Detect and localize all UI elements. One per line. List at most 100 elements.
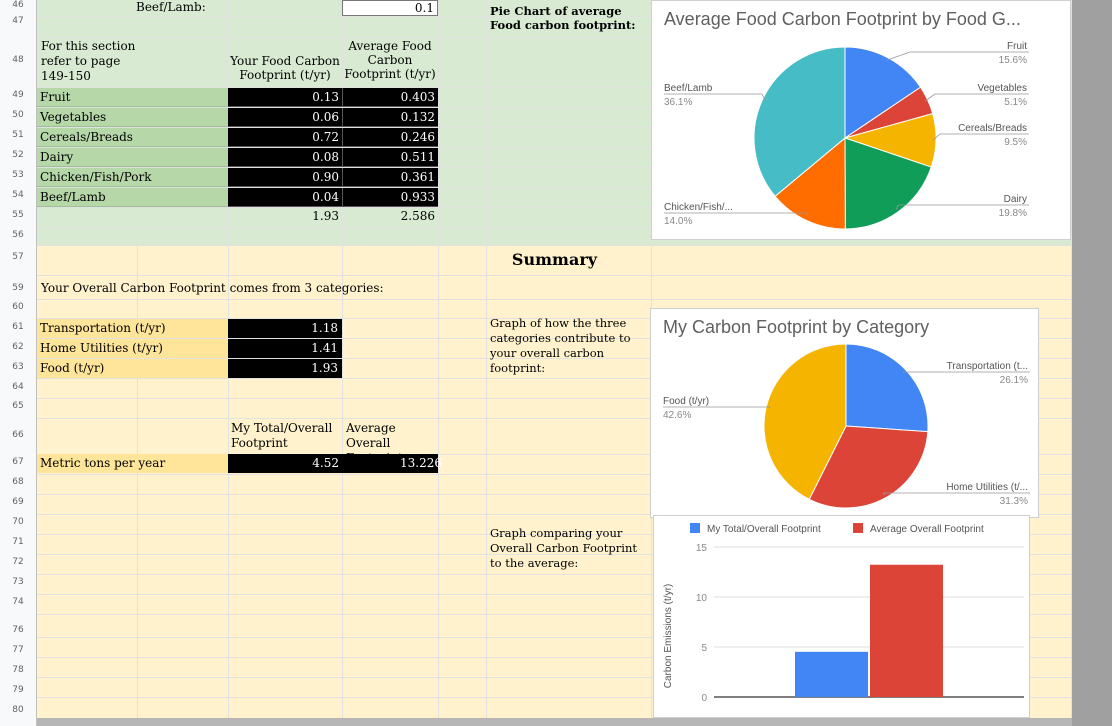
row-number[interactable]: 66 [12,430,24,440]
grid-row-line [0,127,1072,128]
row-number[interactable]: 49 [12,90,24,100]
grid-row-line [0,574,1072,575]
category-label: Home Utilities (t/yr) [37,339,228,358]
pie-slice[interactable] [774,136,846,230]
grid-row-line [0,227,1072,228]
chart-title: My Carbon Footprint by Category [663,317,930,337]
row-number[interactable]: 63 [12,362,24,372]
grid-row-line [0,418,1072,419]
pie-slice[interactable] [844,46,922,139]
bar[interactable] [870,564,943,697]
graph-note-categories: Graph of how the three categories contri… [490,316,631,375]
grid-row-line [0,677,1072,678]
pie-slice[interactable] [753,46,846,197]
row-number[interactable]: 77 [12,645,24,655]
food-row-your-value[interactable]: 0.04 [228,188,342,207]
grid-row-line [0,147,1072,148]
comparison-bar-chart[interactable]: 0 5 10 15 Carbon Emissions (t/yr) My Total/Ov… [653,515,1030,718]
pie-slice-label: Home Utilities (t/... [946,482,1028,493]
bar[interactable] [795,651,868,697]
y-axis-label: Carbon Emissions (t/yr) [663,584,674,688]
food-row-avg-value: 0.132 [342,108,438,127]
grid-row-line [0,657,1072,658]
row-number[interactable]: 65 [12,401,24,411]
row-number[interactable]: 47 [12,16,24,26]
row-number[interactable]: 79 [12,685,24,695]
grid-column-line [486,0,487,726]
vertical-scrollbar[interactable] [1072,0,1112,726]
row-number[interactable]: 80 [12,705,24,715]
food-row-your-value[interactable]: 0.90 [228,168,342,187]
row-number[interactable]: 68 [12,477,24,487]
total-avg-food: 2.586 [400,209,435,223]
row-number[interactable]: 54 [12,190,24,200]
food-row-label: Beef/Lamb [37,188,228,207]
category-pie-chart[interactable]: My Carbon Footprint by Category Transpor… [650,308,1039,518]
category-value[interactable]: 1.18 [228,319,342,338]
row-number[interactable]: 76 [12,625,24,635]
pie-slice[interactable] [808,425,929,509]
row-number[interactable]: 64 [12,382,24,392]
grid-row-line [0,87,1072,88]
category-value[interactable]: 1.93 [228,359,342,378]
bar-svg: 0 5 10 15 Carbon Emissions (t/yr) My Total/Ov… [663,523,1024,704]
pie-svg: Transportation (t... 26.1% Home Utilities … [663,343,1030,509]
row-number[interactable]: 78 [12,665,24,675]
row-number[interactable]: 59 [12,283,24,293]
pie-chart-note: Pie Chart of average Food carbon footpri… [490,4,636,32]
food-row-your-value[interactable]: 0.06 [228,108,342,127]
grid-row-line [0,637,1072,638]
row-number[interactable]: 48 [12,55,24,65]
row-number[interactable]: 50 [12,110,24,120]
grid-row-line [0,16,1072,17]
row-number[interactable]: 57 [12,252,24,262]
row-number[interactable]: 51 [12,130,24,140]
row-number[interactable]: 60 [12,302,24,312]
food-row-your-value[interactable]: 0.13 [228,88,342,107]
grid-row-line [0,494,1072,495]
horizontal-scrollbar[interactable] [37,718,1072,726]
row-number[interactable]: 67 [12,457,24,467]
col-my-total-header: My Total/Overall Footprint [231,421,333,450]
pie-leader-line [924,93,936,102]
legend-label: My Total/Overall Footprint [707,524,821,535]
col-your-food-header: Your Food Carbon Footprint (t/yr) [230,54,340,82]
col-avg-food-header: Average Food Carbon Footprint (t/yr) [344,39,436,81]
pie-svg: Fruit 15.6% Vegetables 5.1% Cereals/Breads 9.… [664,41,1029,230]
row-number[interactable]: 55 [12,210,24,220]
average-food-pie-chart[interactable]: Average Food Carbon Footprint by Food G.… [651,0,1071,240]
grid-column-line [342,0,343,726]
row-number[interactable]: 71 [12,537,24,547]
row-number[interactable]: 70 [12,517,24,527]
pie-slice-percent: 26.1% [1000,375,1028,386]
food-row-avg-value: 0.246 [342,128,438,147]
row-number[interactable]: 74 [12,597,24,607]
category-value[interactable]: 1.41 [228,339,342,358]
beef-lamb-input[interactable]: 0.1 [342,0,438,16]
row-number[interactable]: 62 [12,342,24,352]
row-number[interactable]: 69 [12,497,24,507]
grid-row-line [0,554,1072,555]
y-tick-label: 15 [696,543,708,554]
grid-row-line [0,378,1072,379]
food-row-your-value[interactable]: 0.72 [228,128,342,147]
grid-row-line [0,245,1072,246]
pie-slice-percent: 36.1% [664,97,692,108]
row-number[interactable]: 72 [12,557,24,567]
row-number[interactable]: 56 [12,230,24,240]
food-row-your-value[interactable]: 0.08 [228,148,342,167]
grid-row-line [0,594,1072,595]
row-number[interactable]: 61 [12,322,24,332]
row-number[interactable]: 52 [12,150,24,160]
pie-slice-label: Fruit [1007,41,1027,52]
pie-slice[interactable] [845,343,929,433]
row-number[interactable]: 53 [12,170,24,180]
grid-column-line [438,0,439,726]
row-number[interactable]: 73 [12,577,24,587]
grid-row-line [0,534,1072,535]
row-number[interactable]: 46 [12,0,24,10]
food-row-label: Vegetables [37,108,228,127]
grid-row-line [0,187,1072,188]
food-row-label: Cereals/Breads [37,128,228,147]
pie-slice[interactable] [844,137,932,230]
